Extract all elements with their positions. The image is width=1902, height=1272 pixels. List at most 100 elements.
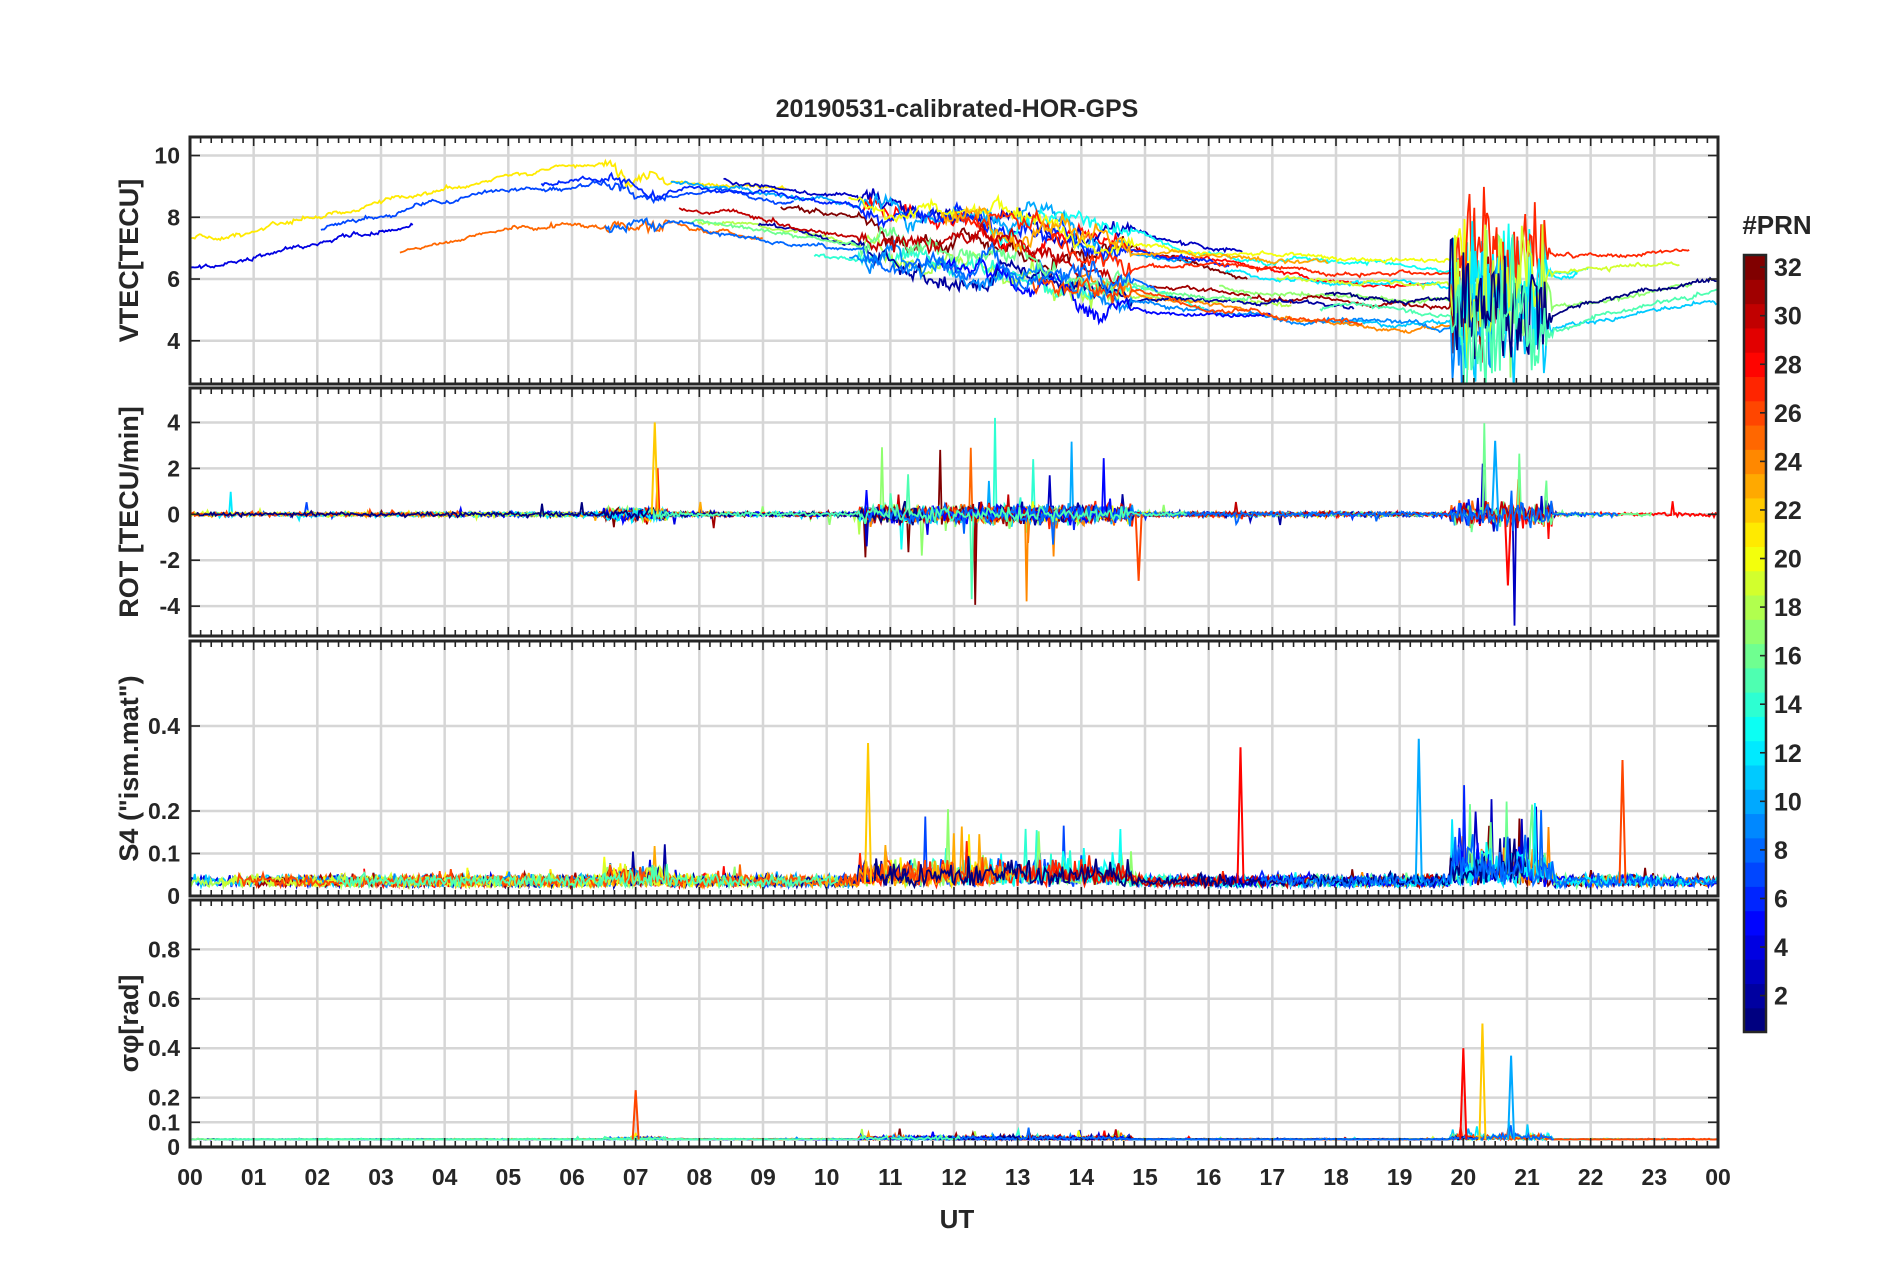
colorbar-swatch bbox=[1744, 279, 1766, 305]
prn-trace bbox=[1276, 224, 1680, 370]
y-axis-label: ROT [TECU/min] bbox=[114, 406, 144, 617]
x-tick-label: 12 bbox=[941, 1164, 967, 1190]
colorbar-swatch bbox=[1744, 789, 1766, 815]
y-tick-label: -4 bbox=[160, 593, 181, 619]
y-tick-label: 0 bbox=[167, 1134, 180, 1160]
series-group bbox=[190, 158, 1718, 384]
series-group bbox=[190, 738, 1718, 891]
y-tick-label: 2 bbox=[167, 455, 180, 481]
y-tick-label: 8 bbox=[167, 204, 180, 230]
colorbar-swatch bbox=[1744, 1007, 1766, 1033]
colorbar-swatch bbox=[1744, 522, 1766, 547]
data-peak bbox=[1491, 440, 1500, 515]
prn-trace bbox=[1031, 276, 1363, 326]
data-peak bbox=[1507, 1055, 1516, 1140]
colorbar-swatch bbox=[1744, 667, 1766, 693]
y-tick-label: 4 bbox=[167, 409, 180, 435]
x-tick-label: 16 bbox=[1196, 1164, 1222, 1190]
colorbar-swatch bbox=[1744, 764, 1766, 790]
colorbar-swatch bbox=[1744, 910, 1766, 936]
panel-3: 0 0.1 0.2 0.4S4 ("ism.mat") bbox=[114, 639, 1720, 909]
x-tick-label: 09 bbox=[750, 1164, 776, 1190]
colorbar-swatch bbox=[1744, 740, 1766, 766]
ticks bbox=[189, 388, 1719, 636]
colorbar-swatch bbox=[1744, 497, 1766, 523]
x-tick-label: 23 bbox=[1642, 1164, 1668, 1190]
y-tick-label: 0.6 bbox=[148, 986, 180, 1012]
panel-4: 00.10.2 0.4 0.6 0.8σφ[rad] bbox=[114, 898, 1720, 1160]
colorbar-tick-label: 30 bbox=[1774, 303, 1802, 331]
colorbar-frame bbox=[1742, 253, 1768, 1034]
colorbar-swatch bbox=[1744, 352, 1766, 378]
x-tick-label: 08 bbox=[687, 1164, 713, 1190]
colorbar-swatch bbox=[1744, 643, 1766, 669]
prn-trace bbox=[1260, 810, 1718, 890]
prn-trace bbox=[940, 205, 1329, 265]
colorbar-swatch bbox=[1744, 837, 1766, 863]
colorbar-tick-label: 8 bbox=[1774, 837, 1788, 865]
colorbar-swatch bbox=[1744, 886, 1766, 912]
colorbar-swatch bbox=[1744, 255, 1766, 280]
colorbar-tick-label: 24 bbox=[1774, 448, 1802, 476]
panel-2: -4 -2 0 2 4 ROT [TECU/min] bbox=[114, 386, 1720, 638]
y-tick-label: 0.4 bbox=[148, 713, 180, 739]
colorbar-swatch bbox=[1744, 934, 1766, 960]
y-tick-label: 0 bbox=[167, 883, 180, 909]
prn-trace bbox=[604, 216, 1158, 297]
prn-trace bbox=[678, 207, 1123, 285]
prn-trace bbox=[336, 863, 838, 890]
data-peak bbox=[864, 742, 873, 884]
colorbar-swatch bbox=[1744, 716, 1766, 742]
prn-trace bbox=[1324, 237, 1717, 360]
y-tick-label: 0.1 bbox=[148, 1109, 180, 1135]
colorbar-swatch bbox=[1744, 376, 1766, 402]
y-tick-label: 10 bbox=[154, 143, 180, 169]
x-tick-label: 04 bbox=[432, 1164, 458, 1190]
colorbar-tick-label: 10 bbox=[1774, 788, 1802, 816]
x-tick-label: 11 bbox=[878, 1164, 903, 1190]
y-tick-label: 0.2 bbox=[148, 798, 180, 824]
colorbar-swatch bbox=[1744, 570, 1766, 596]
colorbar-tick-label: 16 bbox=[1774, 643, 1802, 671]
prn-trace bbox=[214, 1133, 961, 1142]
colorbar-swatch bbox=[1744, 959, 1766, 985]
data-peak bbox=[650, 422, 659, 515]
prn-trace bbox=[940, 256, 1272, 326]
prn-trace bbox=[540, 171, 1230, 268]
x-axis-label: UT bbox=[940, 1204, 975, 1234]
prn-trace bbox=[895, 1125, 1554, 1142]
x-tick-label: 14 bbox=[1069, 1164, 1095, 1190]
y-tick-label: 0 bbox=[167, 501, 180, 527]
x-tick-label: 05 bbox=[496, 1164, 522, 1190]
y-tick-label: 4 bbox=[167, 328, 180, 354]
y-axis-label: S4 ("ism.mat") bbox=[114, 675, 144, 861]
x-tick-label: 22 bbox=[1578, 1164, 1604, 1190]
colorbar-swatch bbox=[1744, 327, 1766, 353]
figure-title: 20190531-calibrated-HOR-GPS bbox=[776, 95, 1139, 123]
x-tick-label: 02 bbox=[305, 1164, 331, 1190]
x-tick-label: 10 bbox=[814, 1164, 840, 1190]
x-tick-label: 07 bbox=[623, 1164, 649, 1190]
prn-trace bbox=[687, 218, 1253, 302]
colorbar-swatch bbox=[1744, 546, 1766, 572]
data-peak bbox=[631, 1090, 640, 1140]
prn-trace bbox=[954, 186, 1690, 332]
y-tick-label: 0.2 bbox=[148, 1085, 180, 1111]
y-tick-label: 0.1 bbox=[148, 841, 180, 867]
y-axis-label: σφ[rad] bbox=[114, 975, 144, 1073]
x-tick-label: 00 bbox=[177, 1164, 203, 1190]
colorbar-swatch bbox=[1744, 692, 1766, 717]
series-group bbox=[190, 417, 1718, 626]
prn-trace bbox=[190, 222, 414, 270]
colorbar-tick-label: 6 bbox=[1774, 885, 1788, 913]
prn-trace bbox=[873, 838, 1527, 890]
colorbar-swatch bbox=[1744, 619, 1766, 645]
x-tick-label: 01 bbox=[241, 1164, 267, 1190]
panel-1: 4 6 8 10 VTEC[TECU] bbox=[114, 135, 1720, 386]
prn-trace bbox=[848, 193, 1474, 295]
data-peak bbox=[1414, 738, 1423, 884]
prn-trace bbox=[647, 474, 1188, 600]
